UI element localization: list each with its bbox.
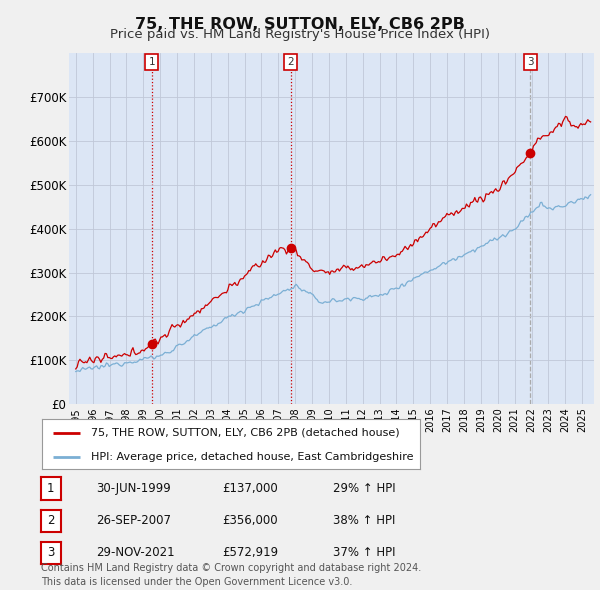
Text: 30-JUN-1999: 30-JUN-1999 — [96, 482, 171, 495]
Text: 3: 3 — [527, 57, 533, 67]
Text: 1: 1 — [148, 57, 155, 67]
Text: 75, THE ROW, SUTTON, ELY, CB6 2PB (detached house): 75, THE ROW, SUTTON, ELY, CB6 2PB (detac… — [91, 428, 400, 438]
Text: 3: 3 — [47, 546, 55, 559]
Text: 29-NOV-2021: 29-NOV-2021 — [96, 546, 175, 559]
Text: Price paid vs. HM Land Registry's House Price Index (HPI): Price paid vs. HM Land Registry's House … — [110, 28, 490, 41]
Text: 29% ↑ HPI: 29% ↑ HPI — [333, 482, 395, 495]
Text: 26-SEP-2007: 26-SEP-2007 — [96, 514, 171, 527]
Text: 38% ↑ HPI: 38% ↑ HPI — [333, 514, 395, 527]
Text: HPI: Average price, detached house, East Cambridgeshire: HPI: Average price, detached house, East… — [91, 451, 413, 461]
Text: £137,000: £137,000 — [222, 482, 278, 495]
Text: £356,000: £356,000 — [222, 514, 278, 527]
Text: Contains HM Land Registry data © Crown copyright and database right 2024.
This d: Contains HM Land Registry data © Crown c… — [41, 563, 421, 587]
Text: £572,919: £572,919 — [222, 546, 278, 559]
Text: 2: 2 — [47, 514, 55, 527]
Text: 1: 1 — [47, 482, 55, 495]
Text: 2: 2 — [287, 57, 294, 67]
Text: 75, THE ROW, SUTTON, ELY, CB6 2PB: 75, THE ROW, SUTTON, ELY, CB6 2PB — [135, 17, 465, 31]
Text: 37% ↑ HPI: 37% ↑ HPI — [333, 546, 395, 559]
